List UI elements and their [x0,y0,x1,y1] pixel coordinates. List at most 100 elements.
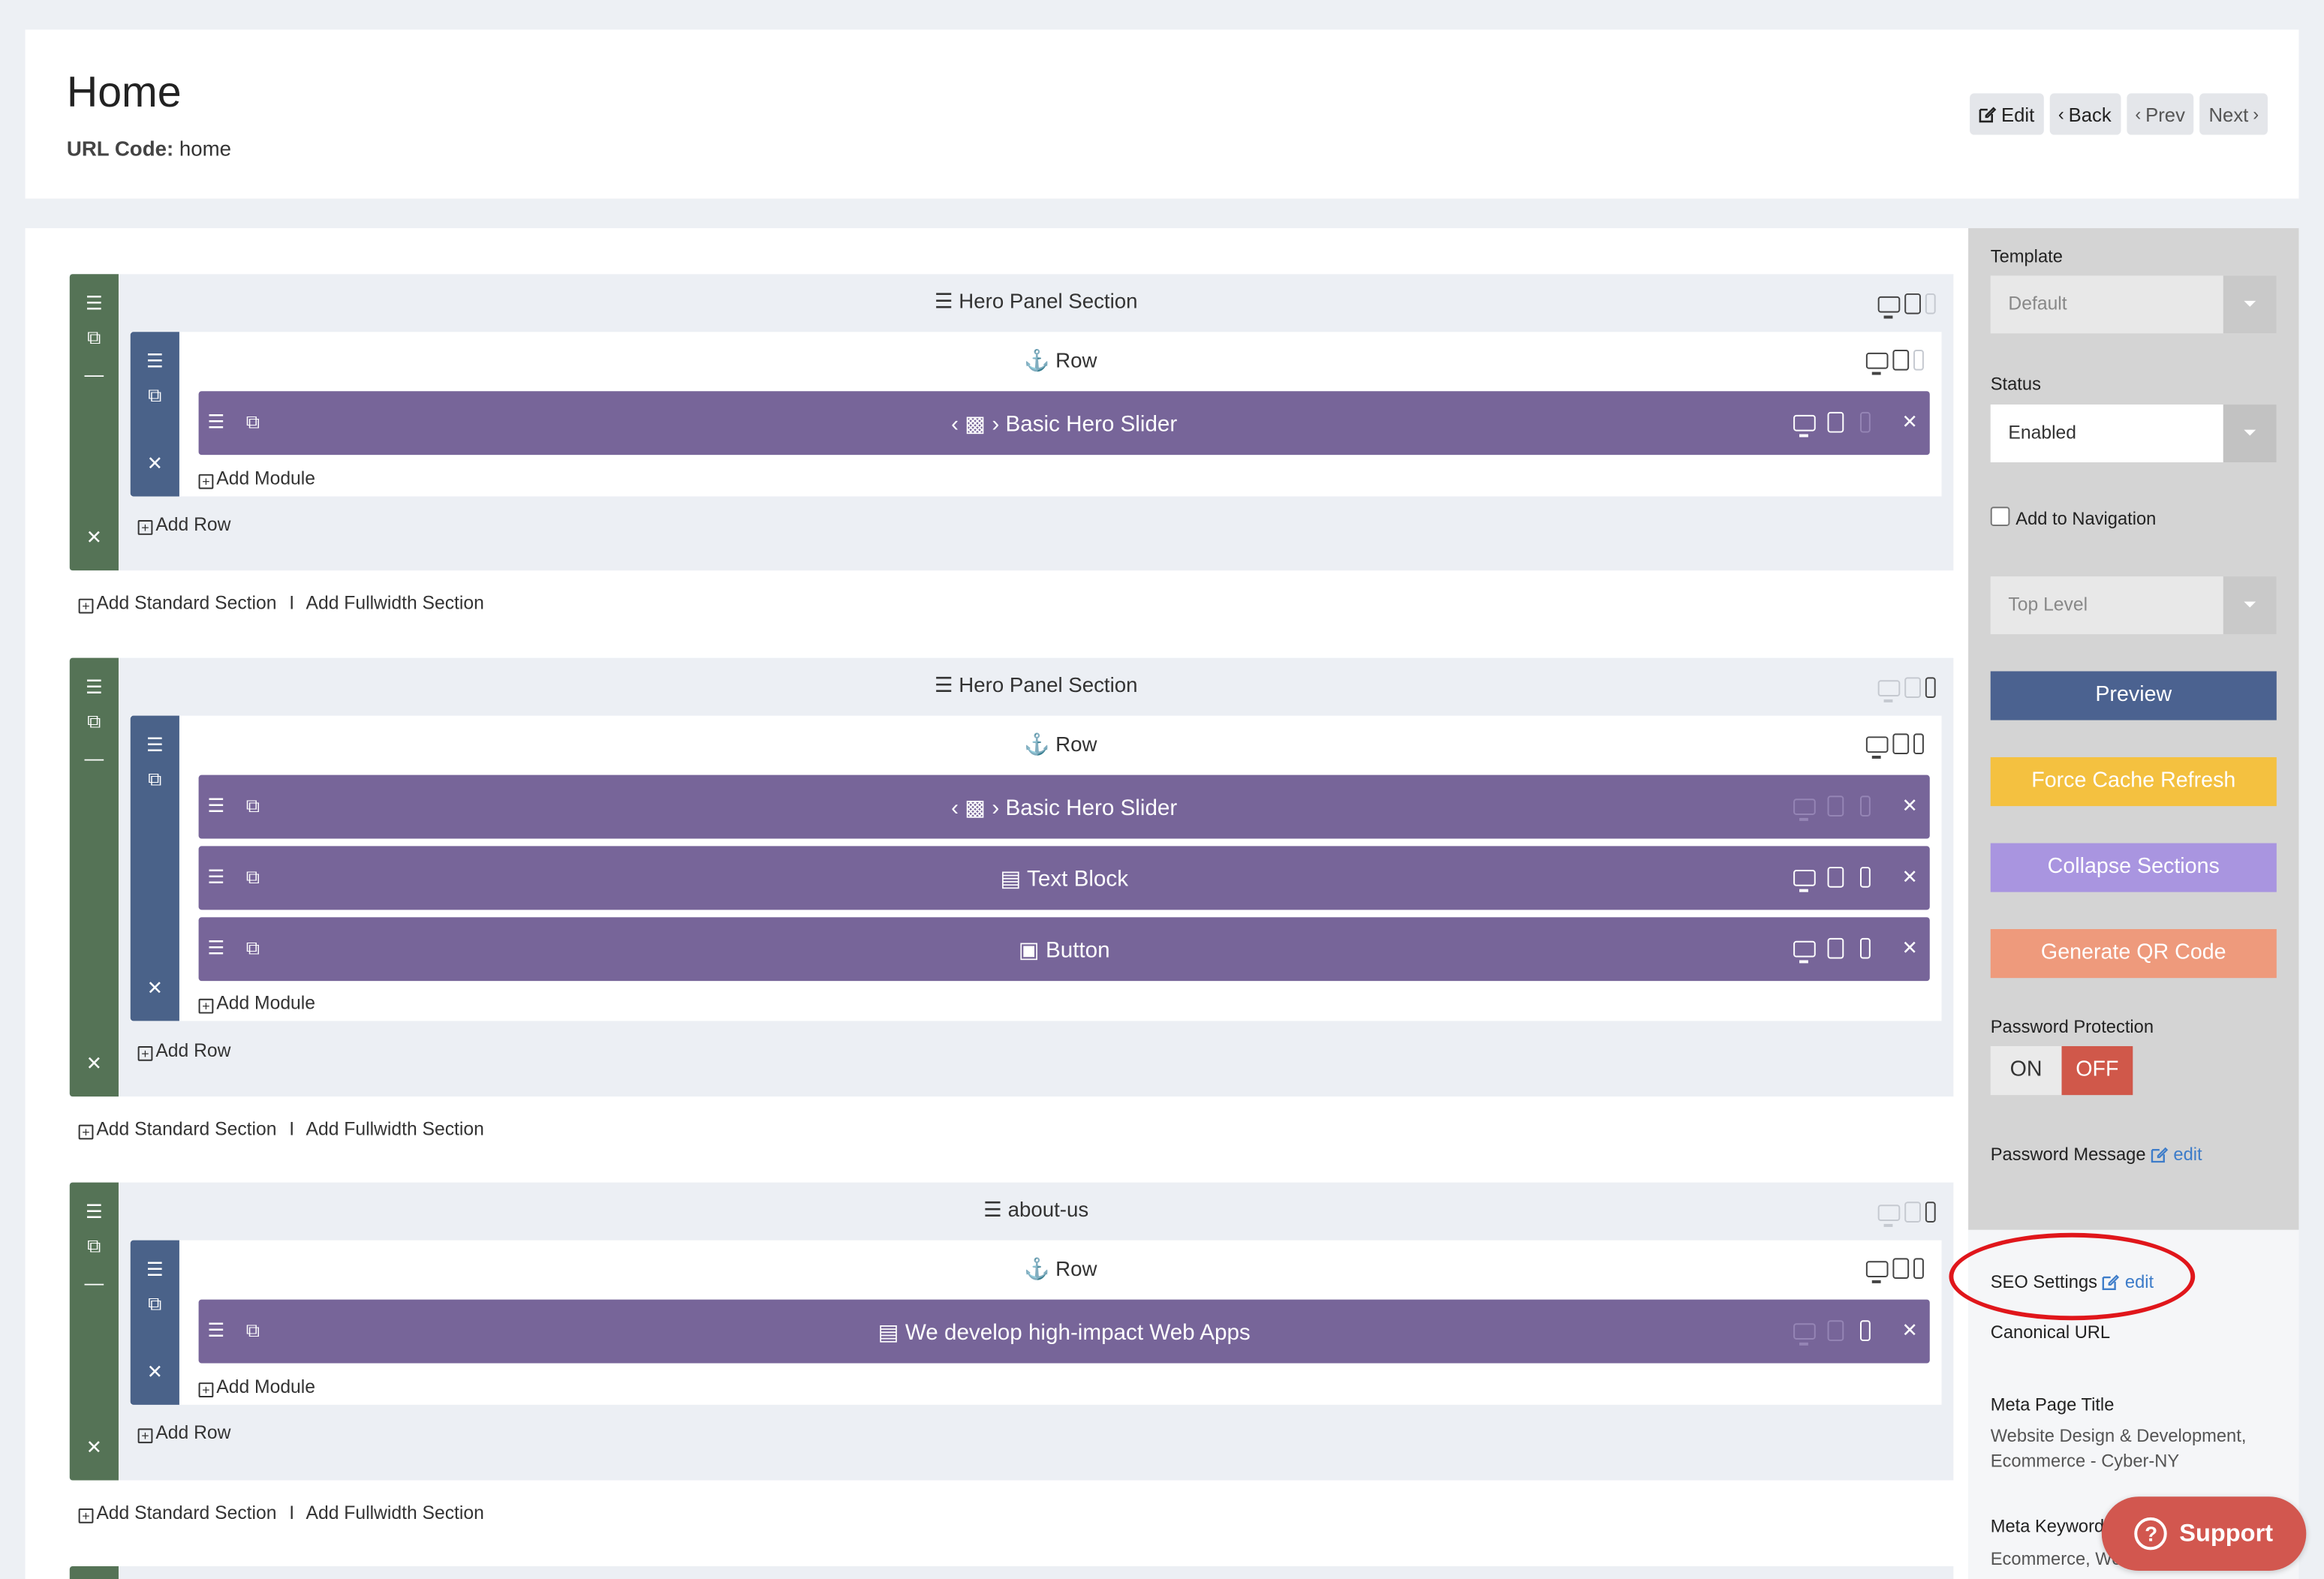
add-row-link[interactable]: + Add Row [137,1040,230,1061]
duplicate-icon[interactable]: ⧉ [87,709,101,732]
mobile-icon[interactable] [1913,1258,1924,1279]
builder-module[interactable]: ☰ ⧉ ▣ Button ✕ [198,917,1930,982]
drag-handle-icon[interactable]: ☰ [207,865,225,888]
add-row-link[interactable]: + Add Row [137,1423,230,1444]
mobile-icon[interactable] [1925,293,1936,314]
collapse-icon[interactable]: — [84,1271,104,1294]
force-cache-refresh-button[interactable]: Force Cache Refresh [1990,756,2277,807]
duplicate-icon[interactable]: ⧉ [245,865,260,888]
duplicate-icon[interactable]: ⧉ [245,1319,260,1341]
close-icon[interactable]: ✕ [86,1051,103,1075]
desktop-icon[interactable] [1865,735,1889,758]
password-message-edit-link[interactable]: edit [2151,1144,2202,1165]
add-to-navigation-checkbox[interactable] [1990,507,2010,526]
tablet-icon[interactable] [1892,1258,1910,1279]
tablet-icon[interactable] [1904,677,1921,698]
add-standard-section-link[interactable]: + Add Standard Section [78,593,276,614]
builder-module[interactable]: ☰ ⧉ ▤ We develop high-impact Web Apps ✕ [198,1299,1930,1364]
mobile-icon[interactable] [1913,733,1924,755]
drag-handle-icon[interactable]: ☰ [207,410,225,433]
mobile-icon[interactable] [1859,867,1871,888]
drag-handle-icon[interactable]: ☰ [146,733,164,756]
duplicate-icon[interactable]: ⧉ [245,936,260,959]
back-button[interactable]: ‹ Back [2049,93,2121,135]
tablet-icon[interactable] [1892,349,1910,371]
navigation-level-select[interactable]: Top Level [1990,576,2277,635]
desktop-icon[interactable] [1793,798,1816,820]
close-icon[interactable]: ✕ [146,976,164,999]
duplicate-icon[interactable]: ⧉ [245,410,260,433]
tablet-icon[interactable] [1904,293,1921,314]
drag-handle-icon[interactable]: ☰ [85,291,103,314]
prev-button[interactable]: ‹ Prev [2126,93,2194,135]
drag-handle-icon[interactable]: ☰ [146,349,164,372]
mobile-icon[interactable] [1859,411,1871,433]
add-fullwidth-section-link[interactable]: Add Fullwidth Section [306,592,484,614]
desktop-icon[interactable] [1865,351,1889,374]
builder-module[interactable]: ☰ ⧉ ‹ ▩ › Basic Hero Slider ✕ [198,391,1930,456]
desktop-icon[interactable] [1877,295,1901,318]
duplicate-icon[interactable]: ⧉ [148,1292,162,1315]
tablet-icon[interactable] [1827,867,1844,888]
edit-button[interactable]: Edit [1970,93,2044,135]
add-standard-section-link[interactable]: + Add Standard Section [78,1502,276,1523]
desktop-icon[interactable] [1793,1322,1816,1345]
duplicate-icon[interactable]: ⧉ [148,383,162,407]
add-standard-section-link[interactable]: + Add Standard Section [78,1119,276,1140]
mobile-icon[interactable] [1925,1202,1936,1223]
duplicate-icon[interactable]: ⧉ [245,794,260,817]
desktop-icon[interactable] [1865,1260,1889,1283]
status-select[interactable]: Enabled [1990,405,2277,463]
mobile-icon[interactable] [1913,349,1924,371]
close-icon[interactable]: ✕ [1901,1319,1918,1341]
duplicate-icon[interactable]: ⧉ [87,326,101,349]
add-module-link[interactable]: + Add Module [198,1376,315,1397]
tablet-icon[interactable] [1827,796,1844,817]
duplicate-icon[interactable]: ⧉ [87,1234,101,1257]
desktop-icon[interactable] [1877,679,1901,702]
close-icon[interactable]: ✕ [146,1360,164,1383]
add-fullwidth-section-link[interactable]: Add Fullwidth Section [306,1118,484,1140]
close-icon[interactable]: ✕ [1901,936,1918,959]
desktop-icon[interactable] [1793,414,1816,437]
mobile-icon[interactable] [1859,796,1871,817]
drag-handle-icon[interactable]: ☰ [207,794,225,817]
collapse-icon[interactable]: — [84,747,104,769]
toggle-on-button[interactable]: ON [1990,1045,2062,1096]
add-row-link[interactable]: + Add Row [137,514,230,535]
close-icon[interactable]: ✕ [1901,794,1918,817]
support-button[interactable]: ? Support [2101,1496,2307,1571]
add-fullwidth-section-link[interactable]: Add Fullwidth Section [306,1502,484,1523]
generate-qr-code-button[interactable]: Generate QR Code [1990,929,2277,979]
template-select[interactable]: Default [1990,275,2277,334]
close-icon[interactable]: ✕ [86,525,103,549]
desktop-icon[interactable] [1793,869,1816,892]
close-icon[interactable]: ✕ [1901,410,1918,433]
drag-handle-icon[interactable]: ☰ [85,675,103,698]
mobile-icon[interactable] [1859,937,1871,959]
desktop-icon[interactable] [1793,940,1816,963]
collapse-sections-button[interactable]: Collapse Sections [1990,843,2277,892]
collapse-icon[interactable]: — [84,362,104,386]
add-module-link[interactable]: + Add Module [198,468,315,489]
drag-handle-icon[interactable]: ☰ [207,1319,225,1341]
drag-handle-icon[interactable]: ☰ [146,1258,164,1280]
tablet-icon[interactable] [1827,411,1844,433]
builder-module[interactable]: ☰ ⧉ ‹ ▩ › Basic Hero Slider ✕ [198,774,1930,839]
add-module-link[interactable]: + Add Module [198,993,315,1014]
mobile-icon[interactable] [1859,1320,1871,1341]
desktop-icon[interactable] [1877,1204,1901,1226]
next-button[interactable]: Next › [2199,93,2268,135]
duplicate-icon[interactable]: ⧉ [148,767,162,790]
toggle-off-button[interactable]: OFF [2061,1045,2133,1096]
builder-module[interactable]: ☰ ⧉ ▤ Text Block ✕ [198,846,1930,910]
tablet-icon[interactable] [1904,1202,1921,1223]
tablet-icon[interactable] [1892,733,1910,755]
close-icon[interactable]: ✕ [86,1436,103,1458]
drag-handle-icon[interactable]: ☰ [207,936,225,959]
drag-handle-icon[interactable]: ☰ [85,1200,103,1223]
tablet-icon[interactable] [1827,1320,1844,1341]
tablet-icon[interactable] [1827,937,1844,959]
mobile-icon[interactable] [1925,677,1936,698]
close-icon[interactable]: ✕ [146,452,164,474]
